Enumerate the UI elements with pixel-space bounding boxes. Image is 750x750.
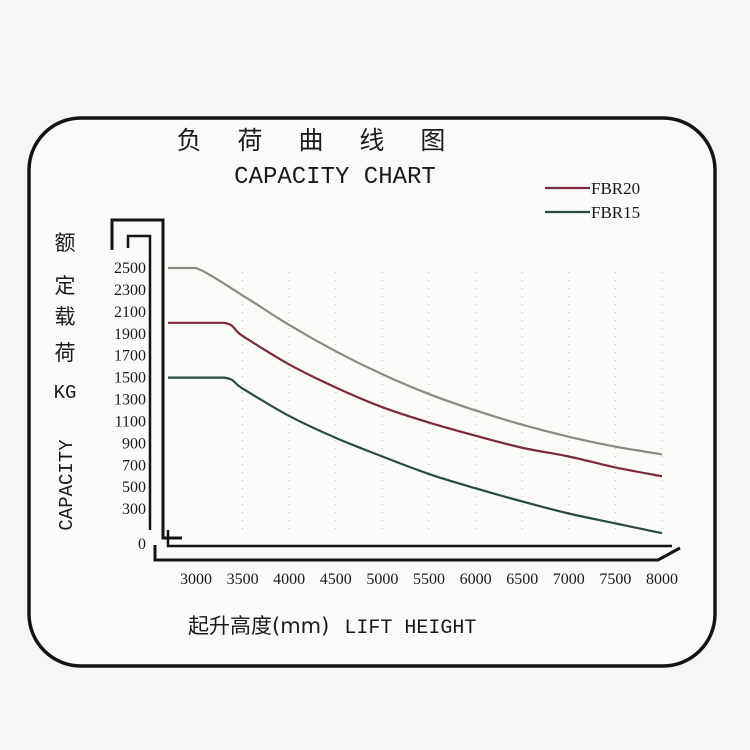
legend-label: FBR15 [591, 203, 640, 222]
x-tick-labels: 3000 3500 4000 4500 5000 5500 6000 6500 7000 7500… [180, 571, 678, 588]
x-tick-label: 6000 [460, 571, 492, 588]
series-lines [168, 266, 663, 535]
x-axis-frame-inner [166, 530, 672, 548]
y-axis-frame-outer [110, 218, 182, 540]
y-tick-label: 1100 [115, 413, 146, 430]
x-axis-label: 起升高度(mm) LIFT HEIGHT [188, 614, 476, 640]
x-axis-label-en: LIFT HEIGHT [344, 617, 476, 640]
x-tick-label: 3000 [180, 571, 212, 588]
y-tick-label: 2300 [114, 282, 146, 299]
x-tick-label: 3500 [227, 571, 259, 588]
y-axis-label-cn-char: 定 [55, 274, 76, 298]
chart-frame [27, 116, 717, 668]
y-axis-label-cn-char: 载 [55, 305, 76, 329]
y-tick-label: 1500 [114, 370, 146, 387]
grid-group [242, 272, 663, 530]
y-tick-label: 1700 [114, 348, 146, 365]
y-tick-label: 500 [122, 479, 146, 496]
x-tick-label: 7000 [553, 571, 585, 588]
y-tick-label: 900 [122, 435, 146, 452]
y-tick-label: 2100 [114, 304, 146, 321]
legend: FBR20 FBR15 [545, 179, 640, 222]
chart-subtitle: CAPACITY CHART [234, 164, 436, 191]
chart-title: 负 荷 曲 线 图 [177, 126, 460, 155]
y-tick-label: 0 [138, 536, 146, 553]
y-tick-label: 1900 [114, 326, 146, 343]
x-axis-label-cn: 起升高度(mm) [188, 614, 329, 638]
y-axis-label-en: CAPACITY [56, 439, 78, 531]
x-axis-frame-outer [153, 545, 681, 562]
y-axis-label-cn-char: 荷 [55, 341, 76, 365]
legend-label: FBR20 [591, 179, 640, 198]
x-tick-label: 7500 [599, 571, 631, 588]
y-axis-frame-inner [126, 234, 152, 530]
x-tick-label: 8000 [646, 571, 678, 588]
y-tick-label: 1300 [114, 392, 146, 409]
y-tick-label: 300 [122, 501, 146, 518]
x-tick-label: 4000 [273, 571, 305, 588]
y-axis-label-cn-char: KG [54, 382, 77, 404]
series-line [168, 321, 663, 478]
series-line [168, 376, 663, 535]
y-tick-labels: 0 300 500 700 900 1100 1300 1500 1700 1900 2100 230… [114, 260, 146, 553]
y-tick-label: 700 [122, 457, 146, 474]
y-tick-label: 2500 [114, 260, 146, 277]
x-tick-label: 4500 [320, 571, 352, 588]
x-tick-label: 5500 [413, 571, 445, 588]
x-tick-label: 6500 [506, 571, 538, 588]
x-tick-label: 5000 [366, 571, 398, 588]
series-line [168, 266, 663, 456]
y-axis-label-cn-char: 额 [55, 231, 76, 255]
